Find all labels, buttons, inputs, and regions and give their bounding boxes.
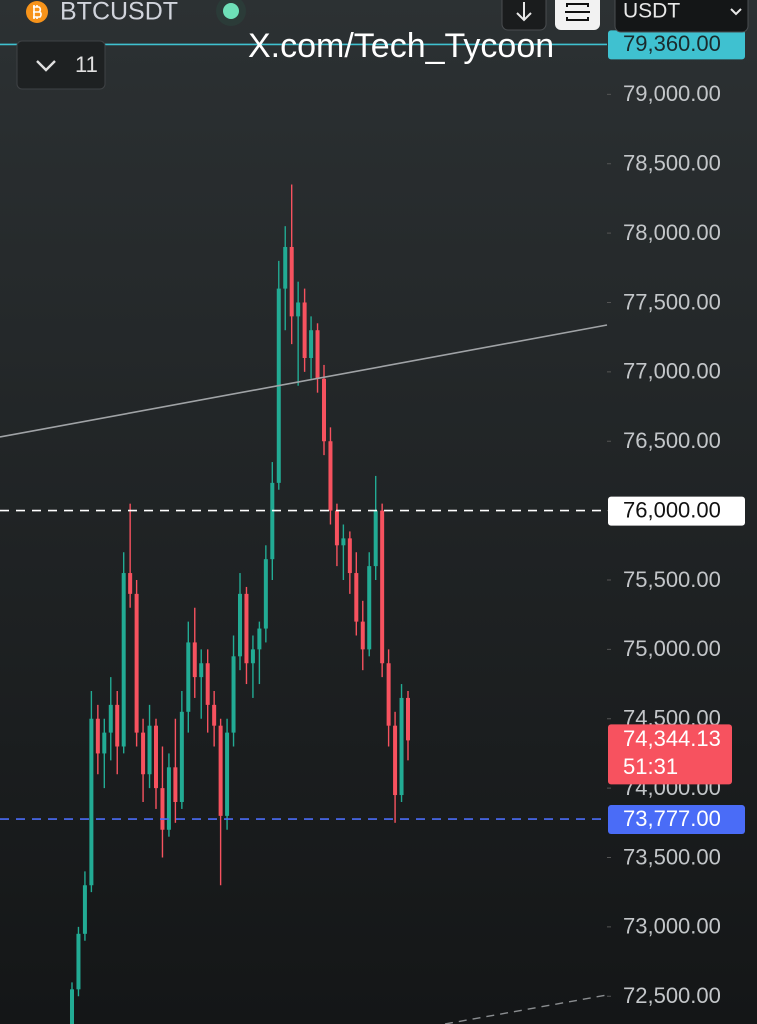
candle-body: [166, 767, 171, 830]
candle-body: [296, 302, 301, 317]
price-label: 76,000.00: [623, 497, 721, 522]
candle-body: [121, 573, 126, 747]
watermark: X.com/Tech_Tycoon: [248, 27, 554, 65]
y-tick-label: 79,000.00: [623, 81, 721, 106]
y-tick-label: 76,500.00: [623, 428, 721, 453]
price-label: 73,777.00: [623, 806, 721, 831]
y-tick-label: 77,000.00: [623, 359, 721, 384]
candle-body: [386, 663, 391, 726]
y-tick-label: 73,000.00: [623, 914, 721, 939]
candle-body: [147, 725, 152, 775]
candle-body: [218, 725, 223, 816]
candle-body: [354, 573, 359, 622]
candle-body: [179, 711, 184, 802]
candle-body: [360, 621, 365, 650]
header: BTCUSDT USDT: [26, 0, 749, 33]
candle-body: [367, 566, 372, 650]
currency-select[interactable]: [614, 0, 749, 33]
candle-body: [309, 330, 314, 358]
candle-body: [393, 725, 398, 796]
candle-body: [141, 732, 146, 775]
y-tick-label: 72,500.00: [623, 983, 721, 1008]
fullscreen-button[interactable]: [555, 0, 600, 30]
currency: USDT: [623, 0, 680, 23]
y-tick-label: 78,000.00: [623, 220, 721, 245]
indicator-toggle[interactable]: [16, 40, 106, 90]
symbol: BTCUSDT: [60, 0, 178, 26]
candle-body: [108, 704, 113, 733]
candle-body: [347, 538, 352, 574]
chevron: [36, 60, 56, 72]
candle-body: [257, 628, 262, 650]
candle-body: [315, 330, 320, 379]
candle-body: [289, 246, 294, 317]
price-label-box: [608, 30, 745, 60]
candle-body: [186, 642, 191, 712]
price-label-box: [608, 805, 745, 835]
y-tick-label: 78,500.00: [623, 151, 721, 176]
y-tick-label: 73,500.00: [623, 844, 721, 869]
candle-body: [69, 989, 75, 1024]
candle-body: [231, 656, 236, 733]
last-price-label: 74,344.13: [623, 726, 721, 751]
price-label: 79,360.00: [623, 31, 721, 56]
y-tick-label: 75,500.00: [623, 567, 721, 592]
candle-body: [270, 482, 275, 560]
candle-body: [134, 593, 139, 733]
candle-body: [399, 697, 404, 796]
candle-body: [95, 718, 100, 754]
candle-body: [199, 663, 204, 678]
candle-body: [321, 378, 327, 442]
candle-body: [405, 697, 411, 741]
candle-body: [373, 510, 378, 567]
coin-glyph: [33, 5, 42, 19]
candle-body: [89, 718, 94, 886]
candle-body: [128, 573, 133, 594]
candle-body: [283, 246, 288, 289]
indicator-count: 11: [75, 52, 98, 77]
candle-body: [160, 788, 165, 830]
y-tick-label: 75,000.00: [623, 636, 721, 661]
fullscreen-icon: [565, 3, 590, 21]
candle-body: [115, 704, 120, 747]
candle-body: [250, 649, 255, 664]
candle-body: [82, 885, 87, 934]
candle-body: [334, 510, 339, 546]
candle-body: [244, 593, 249, 664]
chevron: [730, 8, 742, 16]
arrow-icon: [516, 2, 532, 22]
candle-body: [237, 593, 243, 657]
candle-body: [263, 559, 268, 629]
candle-body: [341, 538, 346, 546]
candle-body: [173, 767, 178, 802]
candle-body: [380, 510, 385, 664]
price-label-box: [608, 496, 745, 526]
last-price-box: [608, 724, 732, 785]
candle-body: [205, 663, 210, 705]
candle-body: [225, 732, 230, 816]
candle-body: [302, 302, 307, 358]
candle-body: [76, 933, 81, 990]
price-axis: 72,500.0073,000.0073,500.0074,000.0074,5…: [607, 30, 745, 1008]
candle-body: [192, 642, 197, 678]
candle-body: [102, 732, 107, 754]
candle-body: [328, 441, 333, 511]
status-dot: [223, 3, 239, 19]
candle-body: [212, 704, 217, 726]
trend-line: [0, 324, 608, 438]
candle-body: [153, 725, 159, 789]
y-tick-label: 77,500.00: [623, 289, 721, 314]
countdown: 51:31: [623, 754, 678, 779]
